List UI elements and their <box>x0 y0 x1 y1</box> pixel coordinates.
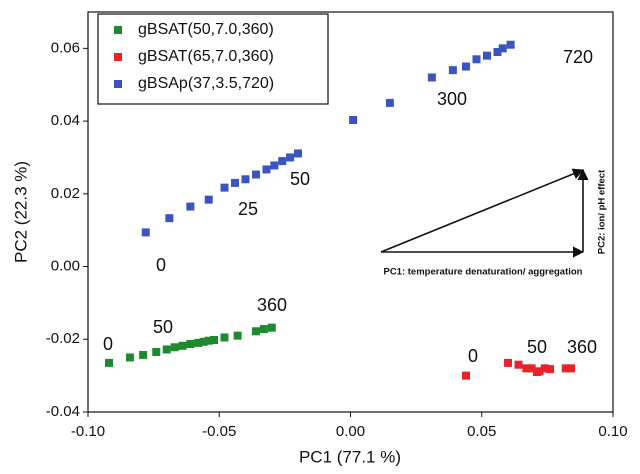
annotation: 300 <box>437 89 467 109</box>
x-tick-label: 0.10 <box>598 423 627 440</box>
point <box>278 157 287 166</box>
annotation: 0 <box>468 346 478 366</box>
point <box>262 165 271 174</box>
arrow-label: PC1: temperature denaturation/ aggregati… <box>383 267 582 278</box>
point <box>522 364 531 373</box>
point <box>252 327 260 336</box>
point <box>462 371 470 380</box>
point <box>139 350 148 359</box>
point <box>165 214 174 223</box>
legend-label: gBSAp(37,3.5,720) <box>138 75 274 92</box>
point <box>204 195 213 204</box>
point <box>535 367 544 376</box>
annotation: 50 <box>153 317 173 337</box>
y-tick-label: 0.06 <box>51 39 80 56</box>
x-tick-label: 0.05 <box>467 423 496 440</box>
annotation: 0 <box>103 334 113 354</box>
point <box>270 161 279 170</box>
point <box>194 338 203 347</box>
annotation: 50 <box>527 337 547 357</box>
point <box>561 364 570 373</box>
point <box>252 170 260 179</box>
point <box>349 116 358 124</box>
point <box>199 337 208 346</box>
point <box>527 364 536 373</box>
point <box>498 44 507 53</box>
point <box>141 228 150 237</box>
annotation: 0 <box>156 255 166 275</box>
point <box>472 55 481 64</box>
y-tick-label: -0.04 <box>46 403 80 420</box>
point <box>294 149 302 158</box>
legend <box>97 13 329 105</box>
point <box>546 365 554 374</box>
point <box>504 358 512 367</box>
legend-marker <box>114 26 122 34</box>
y-tick-label: -0.02 <box>46 330 80 347</box>
point <box>152 348 161 356</box>
point <box>105 358 113 367</box>
point <box>286 153 295 162</box>
arrow-label: PC2: ion/ pH effect <box>597 169 608 254</box>
point <box>162 345 171 354</box>
point <box>427 73 436 82</box>
point <box>231 178 239 187</box>
legend-marker <box>114 80 122 88</box>
point <box>259 325 268 334</box>
point <box>186 340 195 348</box>
annotation: 720 <box>563 47 593 67</box>
y-tick-label: 0.04 <box>51 112 80 129</box>
point <box>220 333 229 342</box>
point <box>483 51 491 60</box>
legend-label: gBSAT(65,7.0,360) <box>138 48 274 65</box>
point <box>210 336 218 344</box>
annotation: 360 <box>257 295 287 315</box>
x-tick-label: -0.10 <box>71 423 105 440</box>
arrow <box>380 168 585 253</box>
point <box>506 40 515 49</box>
point <box>514 360 523 369</box>
point <box>567 364 575 373</box>
point <box>220 183 229 192</box>
point <box>186 202 195 211</box>
point <box>267 323 276 332</box>
x-axis-label: PC1 (77.1 %) <box>299 447 401 466</box>
annotation: 50 <box>290 169 310 189</box>
legend-label: gBSAT(50,7.0,360) <box>138 21 274 38</box>
point <box>493 48 502 56</box>
y-tick-label: 0.02 <box>51 185 80 202</box>
x-tick-label: 0.00 <box>336 423 365 440</box>
annotation: 360 <box>567 337 597 357</box>
point <box>462 62 470 71</box>
point <box>233 331 242 340</box>
point <box>385 98 394 107</box>
point <box>126 353 134 362</box>
x-tick-label: -0.05 <box>202 423 236 440</box>
point <box>540 364 549 373</box>
point <box>448 66 457 75</box>
annotation: 25 <box>238 199 258 219</box>
point <box>204 336 213 345</box>
y-tick-label: 0.00 <box>51 258 80 275</box>
point <box>178 341 187 350</box>
y-axis-label: PC2 (22.3 %) <box>11 161 30 263</box>
point <box>241 175 250 184</box>
point <box>170 343 179 352</box>
legend-marker <box>114 53 122 61</box>
